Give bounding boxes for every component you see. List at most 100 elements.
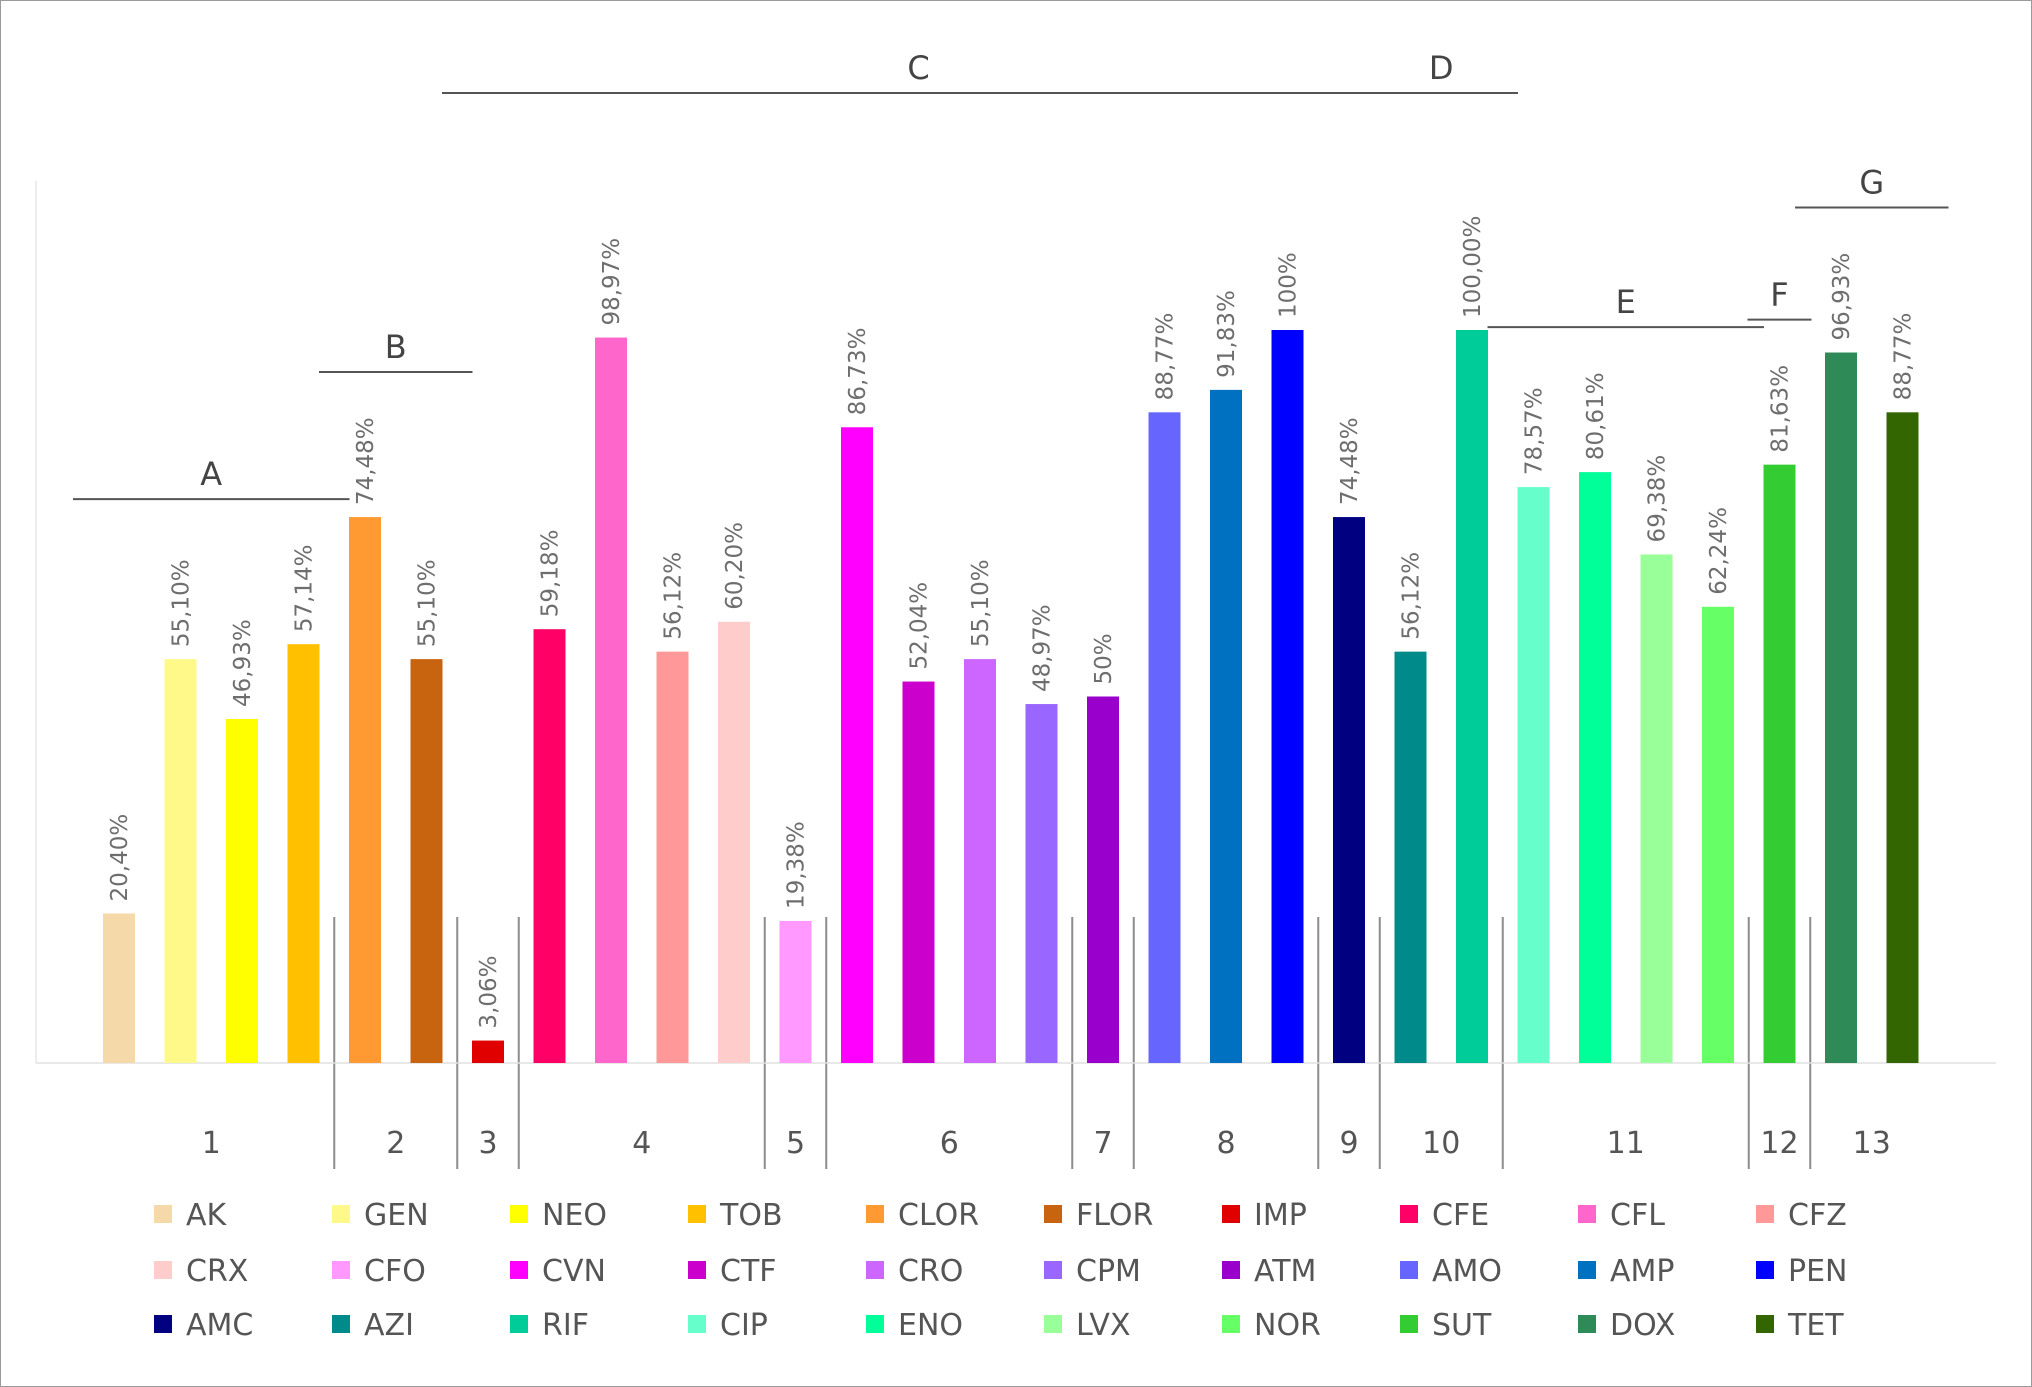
legend-label-crx: CRX bbox=[186, 1254, 248, 1289]
legend-swatch-cvn bbox=[510, 1261, 528, 1279]
legend-swatch-pen bbox=[1756, 1261, 1774, 1279]
bar-atm bbox=[1087, 696, 1119, 1063]
legend-label-tet: TET bbox=[1787, 1308, 1844, 1343]
legend-swatch-cfz bbox=[1756, 1205, 1774, 1223]
class-number-4: 4 bbox=[632, 1126, 651, 1161]
legend-swatch-ak bbox=[154, 1205, 172, 1223]
legend-swatch-amp bbox=[1578, 1261, 1596, 1279]
legend-label-cpm: CPM bbox=[1076, 1254, 1141, 1289]
bar-tob bbox=[287, 644, 320, 1063]
bar-amp bbox=[1210, 389, 1242, 1063]
bar-cfo bbox=[779, 920, 812, 1063]
data-label-clor: 74,48% bbox=[353, 417, 379, 505]
data-label-cfo: 19,38% bbox=[784, 821, 810, 909]
class-number-1: 1 bbox=[202, 1126, 221, 1161]
legend-swatch-cfe bbox=[1400, 1205, 1418, 1223]
bar-rif bbox=[1456, 330, 1488, 1063]
bar-imp bbox=[472, 1040, 504, 1063]
group-label-g: G bbox=[1859, 164, 1884, 202]
class-number-11: 11 bbox=[1607, 1126, 1645, 1161]
legend-label-gen: GEN bbox=[364, 1198, 429, 1233]
bar-cpm bbox=[1025, 704, 1058, 1063]
bar-ctf bbox=[902, 681, 935, 1063]
legend-label-ctf: CTF bbox=[720, 1254, 777, 1289]
legend-label-sut: SUT bbox=[1432, 1308, 1492, 1343]
legend-label-cip: CIP bbox=[720, 1308, 768, 1343]
legend-swatch-tet bbox=[1756, 1315, 1774, 1333]
legend-label-cro: CRO bbox=[898, 1254, 963, 1289]
data-label-cip: 78,57% bbox=[1522, 387, 1548, 475]
legend-label-amc: AMC bbox=[186, 1308, 253, 1343]
bar-tet bbox=[1886, 412, 1919, 1063]
data-label-rif: 100,00% bbox=[1460, 216, 1486, 318]
bar-amo bbox=[1148, 412, 1181, 1063]
data-label-cfz: 56,12% bbox=[661, 552, 687, 640]
legend-swatch-atm bbox=[1222, 1261, 1240, 1279]
data-label-cro: 55,10% bbox=[968, 559, 994, 647]
data-label-neo: 46,93% bbox=[230, 619, 256, 707]
data-label-amc: 74,48% bbox=[1337, 417, 1363, 505]
bar-lvx bbox=[1640, 554, 1673, 1063]
data-label-flor: 55,10% bbox=[415, 559, 441, 647]
class-number-9: 9 bbox=[1339, 1126, 1358, 1161]
legend-swatch-cip bbox=[688, 1315, 706, 1333]
legend-swatch-sut bbox=[1400, 1315, 1418, 1333]
legend-label-nor: NOR bbox=[1254, 1308, 1321, 1343]
data-label-lvx: 69,38% bbox=[1645, 455, 1671, 543]
legend-swatch-cro bbox=[866, 1261, 884, 1279]
legend-swatch-neo bbox=[510, 1205, 528, 1223]
legend-label-imp: IMP bbox=[1254, 1198, 1307, 1233]
data-label-amp: 91,83% bbox=[1214, 290, 1240, 378]
legend-swatch-cfl bbox=[1578, 1205, 1596, 1223]
data-label-pen: 100% bbox=[1276, 252, 1302, 318]
legend-label-neo: NEO bbox=[542, 1198, 607, 1233]
legend-swatch-dox bbox=[1578, 1315, 1596, 1333]
class-number-8: 8 bbox=[1216, 1126, 1235, 1161]
legend: AK GEN NEO TOB CLOR FLOR IMP CFE CFL CFZ CRX CFO CVN… bbox=[154, 1198, 1848, 1343]
legend-label-amp: AMP bbox=[1610, 1254, 1675, 1289]
class-numbers: 1 2 3 4 5 6 7 8 9 10 11 12 13 bbox=[202, 1126, 1891, 1161]
legend-swatch-rif bbox=[510, 1315, 528, 1333]
bar-cfe bbox=[533, 629, 566, 1063]
data-label-cvn: 86,73% bbox=[845, 328, 871, 416]
data-label-tet: 88,77% bbox=[1891, 313, 1917, 401]
bar-cfz bbox=[656, 651, 689, 1063]
legend-swatch-imp bbox=[1222, 1205, 1240, 1223]
data-label-eno: 80,61% bbox=[1583, 372, 1609, 460]
bar-crx bbox=[718, 621, 750, 1063]
class-number-2: 2 bbox=[386, 1126, 405, 1161]
data-label-crx: 60,20% bbox=[722, 522, 748, 610]
bar-sut bbox=[1763, 464, 1796, 1063]
legend-swatch-lvx bbox=[1044, 1315, 1062, 1333]
class-number-7: 7 bbox=[1093, 1126, 1112, 1161]
data-label-azi: 56,12% bbox=[1399, 552, 1425, 640]
legend-label-cfz: CFZ bbox=[1788, 1198, 1847, 1233]
data-label-imp: 3,06% bbox=[476, 955, 502, 1028]
legend-swatch-clor bbox=[866, 1205, 884, 1223]
legend-label-pen: PEN bbox=[1788, 1254, 1848, 1289]
data-label-dox: 96,93% bbox=[1829, 253, 1855, 341]
group-label-c: C bbox=[907, 49, 929, 87]
bars bbox=[103, 330, 1919, 1064]
class-number-13: 13 bbox=[1853, 1126, 1891, 1161]
group-label-d: D bbox=[1429, 49, 1454, 87]
bar-amc bbox=[1333, 517, 1365, 1063]
bar-cvn bbox=[841, 427, 873, 1063]
data-label-nor: 62,24% bbox=[1706, 507, 1732, 595]
data-label-cfe: 59,18% bbox=[538, 530, 564, 618]
legend-swatch-cfo bbox=[332, 1261, 350, 1279]
class-number-6: 6 bbox=[940, 1126, 959, 1161]
bar-pen bbox=[1271, 330, 1304, 1063]
data-label-ctf: 52,04% bbox=[907, 582, 933, 670]
legend-swatch-gen bbox=[332, 1205, 350, 1223]
data-label-sut: 81,63% bbox=[1768, 365, 1794, 453]
data-label-cpm: 48,97% bbox=[1030, 604, 1056, 692]
group-label-e: E bbox=[1616, 283, 1636, 321]
legend-label-lvx: LVX bbox=[1076, 1308, 1131, 1343]
legend-swatch-eno bbox=[866, 1315, 884, 1333]
legend-swatch-amc bbox=[154, 1315, 172, 1333]
bar-cfl bbox=[595, 337, 627, 1063]
legend-label-ak: AK bbox=[186, 1198, 228, 1233]
